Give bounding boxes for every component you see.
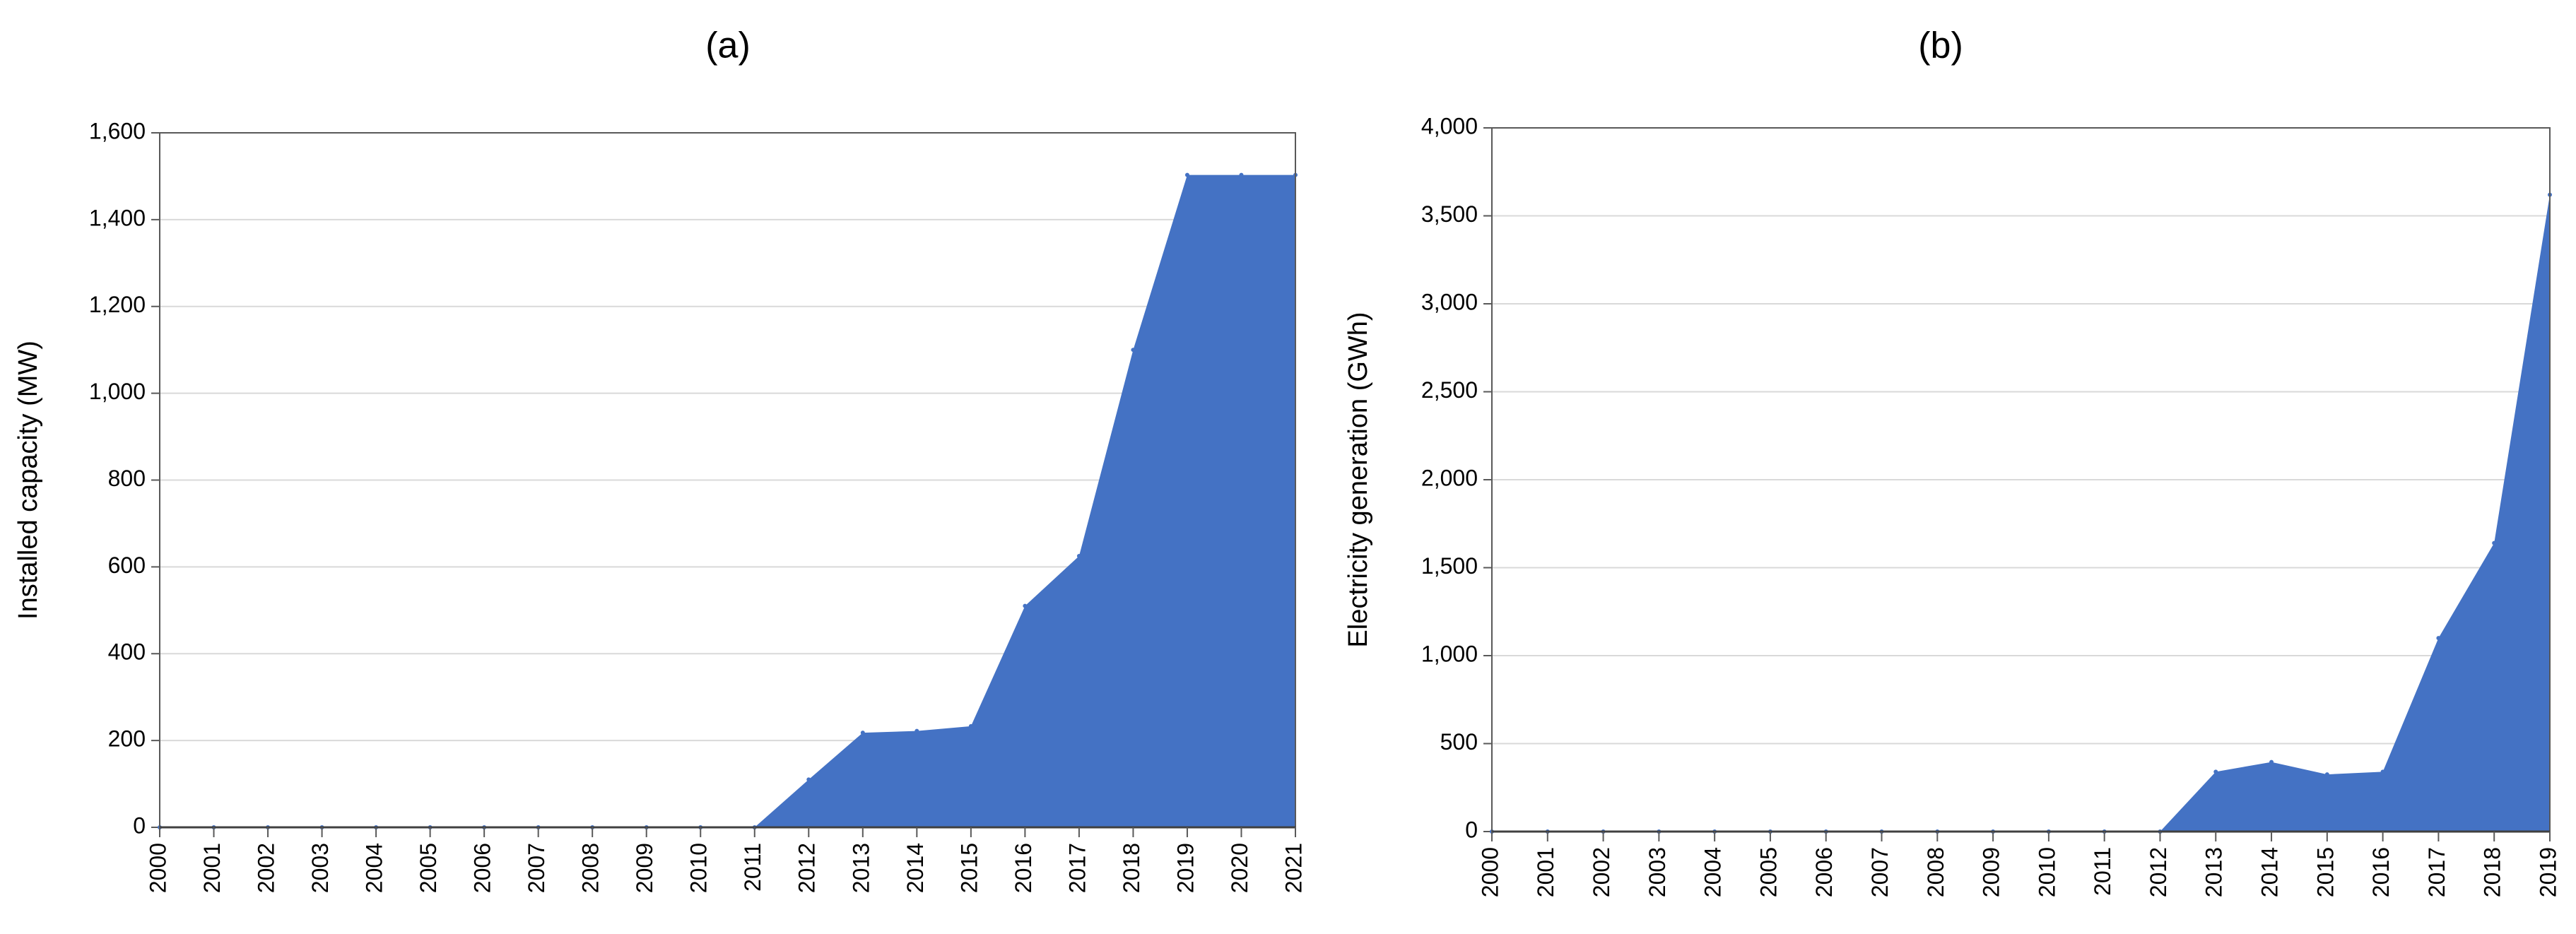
x-tick-label: 2006 <box>470 843 495 893</box>
y-tick-label: 1,500 <box>1421 553 1478 579</box>
x-tick-label: 2007 <box>524 843 549 893</box>
y-tick-label: 500 <box>1440 729 1478 755</box>
y-tick-label: 600 <box>108 552 146 578</box>
x-tick-label: 2015 <box>956 843 982 893</box>
chart-panel-1: (b) 0 500 1,000 1,500 2,000 2,500 3,000 3,500 4,0… <box>1343 25 2560 897</box>
y-tick-label: 2,500 <box>1421 377 1478 403</box>
y-tick-label: 1,600 <box>89 118 146 143</box>
x-tick-label: 2012 <box>2146 847 2171 897</box>
y-tick-label: 1,400 <box>89 205 146 230</box>
data-point <box>2213 769 2218 774</box>
x-tick-label: 2010 <box>686 843 712 893</box>
y-tick-label: 1,200 <box>89 292 146 317</box>
x-tick-label: 2008 <box>1923 847 1948 897</box>
area-series <box>1492 194 2550 832</box>
x-tick-label: 2012 <box>794 843 820 893</box>
x-tick-label: 2014 <box>2257 847 2283 897</box>
x-tick-label: 2009 <box>632 843 657 893</box>
x-tick-label: 2011 <box>740 843 765 892</box>
data-point <box>2380 769 2385 774</box>
data-point <box>1239 172 1244 177</box>
x-tick-label: 2010 <box>2034 847 2059 897</box>
y-tick-label: 800 <box>108 466 146 491</box>
data-point <box>968 723 973 728</box>
x-tick-label: 2004 <box>1700 847 1726 897</box>
x-tick-label: 2003 <box>1645 847 1670 897</box>
x-tick-label: 2002 <box>1589 847 1614 897</box>
x-tick-label: 2000 <box>145 843 170 893</box>
y-axis-label: Installed capacity (MW) <box>13 341 43 620</box>
x-tick-label: 2002 <box>254 843 279 893</box>
data-point <box>2492 540 2497 545</box>
data-point <box>914 728 919 733</box>
x-tick-label: 2009 <box>1979 847 2004 897</box>
y-tick-label: 4,000 <box>1421 113 1478 138</box>
x-tick-label: 2015 <box>2312 847 2338 897</box>
chart-title: (a) <box>705 25 751 66</box>
data-point <box>2269 759 2274 764</box>
data-point <box>1184 172 1189 177</box>
y-tick-label: 400 <box>108 639 146 665</box>
x-tick-label: 2021 <box>1281 843 1306 893</box>
x-tick-label: 2013 <box>848 843 874 893</box>
x-tick-label: 2003 <box>307 843 333 893</box>
y-tick-label: 1,000 <box>89 379 146 404</box>
data-point <box>1023 603 1028 608</box>
x-tick-label: 2008 <box>578 843 604 893</box>
x-tick-label: 2018 <box>1119 843 1144 893</box>
x-tick-label: 2007 <box>1867 847 1893 897</box>
area-series <box>160 175 1295 828</box>
data-point <box>2324 772 2329 777</box>
y-tick-label: 0 <box>133 812 146 838</box>
chart-title: (b) <box>1918 25 1963 66</box>
data-point <box>2436 636 2441 641</box>
x-tick-label: 2005 <box>416 843 441 893</box>
x-tick-label: 2016 <box>1011 843 1036 893</box>
x-tick-label: 2011 <box>2090 847 2115 896</box>
data-point <box>1131 348 1136 353</box>
x-tick-label: 2016 <box>2368 847 2394 897</box>
x-tick-label: 2005 <box>1755 847 1781 897</box>
x-tick-label: 2013 <box>2201 847 2227 897</box>
data-point <box>1076 554 1081 559</box>
chart-panel-0: (a) 0 200 400 600 800 1,000 1,200 1,400 1,600 2000… <box>13 25 1306 893</box>
y-tick-label: 3,000 <box>1421 289 1478 314</box>
x-tick-label: 2014 <box>902 843 928 893</box>
x-tick-label: 2017 <box>1064 843 1090 893</box>
y-axis-label: Electricity generation (GWh) <box>1343 312 1373 647</box>
x-tick-label: 2020 <box>1227 843 1252 893</box>
x-tick-label: 2019 <box>2535 847 2560 897</box>
y-tick-label: 0 <box>1465 817 1478 842</box>
x-tick-label: 2001 <box>1533 847 1558 897</box>
x-tick-label: 2001 <box>199 843 225 893</box>
x-tick-label: 2017 <box>2424 847 2449 897</box>
x-tick-label: 2019 <box>1172 843 1198 893</box>
y-tick-label: 3,500 <box>1421 201 1478 227</box>
x-tick-label: 2006 <box>1811 847 1837 897</box>
x-tick-label: 2018 <box>2480 847 2505 897</box>
y-tick-label: 1,000 <box>1421 641 1478 666</box>
x-tick-label: 2000 <box>1477 847 1502 897</box>
y-tick-label: 200 <box>108 726 146 752</box>
y-tick-label: 2,000 <box>1421 465 1478 490</box>
x-tick-label: 2004 <box>362 843 387 893</box>
data-point <box>806 777 811 782</box>
data-point <box>860 731 865 735</box>
